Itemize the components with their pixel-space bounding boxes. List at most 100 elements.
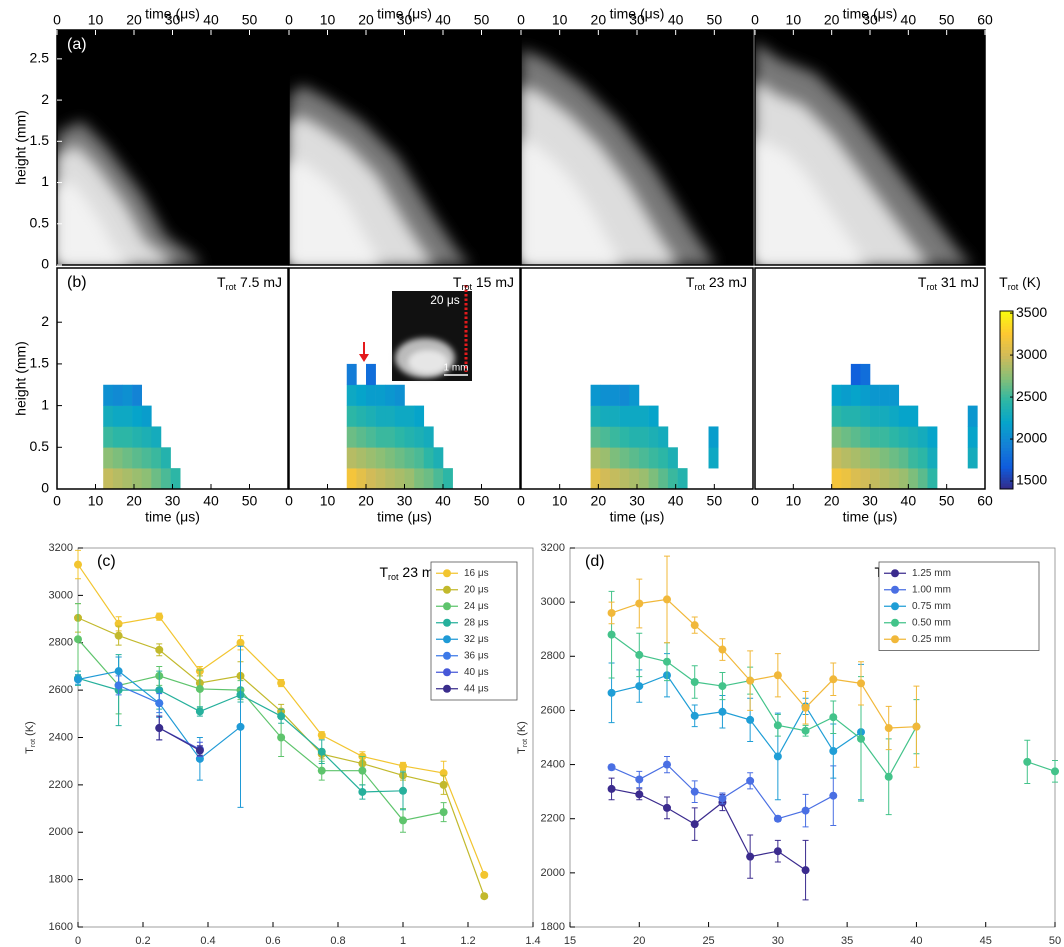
heat-cell — [619, 426, 630, 448]
x-tick-label: 30 — [397, 493, 413, 509]
heat-cell — [366, 384, 376, 406]
colorbar-segment — [1000, 447, 1013, 451]
heat-cell — [879, 426, 890, 448]
colorbar-label-part: rot — [1008, 282, 1019, 292]
heat-cell — [375, 426, 386, 448]
heat-cell — [870, 405, 880, 427]
x-axis-label: time (μs) — [377, 509, 432, 525]
heat-cell — [141, 447, 152, 469]
legend-box — [430, 561, 518, 701]
heat-cell — [841, 426, 852, 448]
heat-cell — [356, 426, 367, 448]
data-point — [635, 775, 644, 784]
colorbar-segment — [1000, 382, 1013, 386]
colorbar-segment — [1000, 468, 1013, 472]
heat-cell — [151, 447, 162, 469]
heat-cell — [385, 447, 396, 469]
x-axis-label: time (μs) — [377, 6, 432, 22]
y-tick-label: 1600 — [49, 921, 73, 933]
heat-cell — [619, 468, 630, 490]
x-tick-label: 50 — [939, 12, 955, 28]
x-tick-label: 10 — [88, 12, 104, 28]
x-tick-label: 10 — [786, 493, 802, 509]
heat-cell — [160, 468, 171, 490]
series-line — [611, 598, 917, 729]
data-point — [480, 870, 489, 879]
heat-cell — [404, 405, 415, 427]
colorbar-segment — [1000, 429, 1013, 434]
heat-cell — [658, 468, 669, 490]
x-tick-label: 35 — [841, 935, 853, 947]
heat-cell — [860, 384, 871, 406]
heat-cell — [908, 447, 919, 469]
heat-cell — [638, 468, 649, 490]
heat-cell — [385, 405, 396, 427]
data-point — [635, 650, 644, 659]
y-tick-label: 2600 — [541, 704, 565, 716]
heat-cell — [629, 468, 640, 490]
colorbar-segment — [1000, 322, 1013, 327]
x-tick-label: 50 — [939, 493, 955, 509]
image-content — [57, 121, 203, 265]
heat-cell — [590, 384, 601, 406]
colorbar-segment — [1000, 340, 1013, 345]
heat-cell — [667, 468, 678, 490]
colorbar-segment — [1000, 480, 1013, 484]
heat-cell — [132, 447, 142, 469]
data-point — [114, 681, 123, 690]
heat-cell — [850, 447, 861, 469]
colorbar-segment — [1000, 391, 1013, 395]
heat-cell — [898, 426, 909, 448]
heat-cell — [112, 426, 123, 448]
heat-cell — [151, 426, 162, 448]
legend-label: 1.25 mm — [912, 568, 951, 579]
heat-cell — [590, 426, 601, 448]
series-line — [611, 634, 1056, 778]
panel-title-part: T — [918, 274, 927, 290]
panel-title-part: 15 mJ — [472, 274, 514, 290]
data-point — [635, 599, 644, 608]
heat-cell — [385, 384, 396, 406]
legend-marker — [443, 585, 451, 594]
heat-cell — [346, 468, 357, 490]
x-tick-label: 50 — [1049, 935, 1061, 947]
heat-cell — [600, 447, 611, 469]
y-tick-label: 2800 — [49, 637, 73, 649]
x-tick-label: 0.6 — [265, 935, 280, 947]
heat-cell — [850, 468, 861, 490]
data-point — [358, 787, 367, 796]
heat-cell — [860, 405, 871, 427]
legend-label: 40 μs — [464, 667, 489, 678]
heat-cell — [122, 468, 133, 490]
data-point — [195, 746, 204, 755]
x-tick-label: 40 — [203, 12, 219, 28]
data-point — [746, 776, 755, 785]
data-point — [773, 814, 782, 823]
x-tick-label: 20 — [358, 12, 374, 28]
heat-cell — [648, 405, 659, 427]
heat-cell — [356, 468, 367, 490]
data-point — [74, 560, 82, 569]
heat-cell — [346, 426, 357, 448]
heat-cell — [414, 426, 425, 448]
heat-cell — [609, 426, 620, 448]
heat-cell — [346, 384, 357, 406]
x-tick-label: 30 — [629, 493, 645, 509]
legend-marker — [891, 602, 899, 611]
colorbar-segment — [1000, 328, 1013, 333]
legend-label: 20 μs — [464, 584, 489, 595]
heat-cell — [667, 447, 678, 469]
heat-cell — [132, 426, 142, 448]
heat-cell — [103, 447, 114, 469]
heat-cell — [375, 447, 386, 469]
heat-cell — [908, 426, 919, 448]
colorbar-segment — [1000, 358, 1013, 362]
x-axis-label: time (μs) — [843, 509, 898, 525]
y-tick-label: 2000 — [541, 867, 565, 879]
colorbar-segment — [1000, 316, 1013, 321]
heat-cell — [831, 426, 842, 448]
data-point — [155, 699, 164, 708]
heat-cell — [600, 384, 611, 406]
panel-title-part: T — [686, 274, 695, 290]
heat-cell — [708, 426, 719, 448]
